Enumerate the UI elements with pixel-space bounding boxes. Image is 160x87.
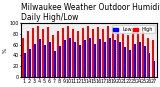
Text: Milwaukee Weather Outdoor Humidity
Daily High/Low: Milwaukee Weather Outdoor Humidity Daily… bbox=[21, 3, 160, 22]
Bar bbox=[99, 39, 101, 77]
Bar bbox=[74, 42, 76, 77]
Bar bbox=[32, 28, 34, 77]
Bar bbox=[42, 29, 44, 77]
Bar bbox=[127, 35, 129, 77]
Bar bbox=[82, 28, 84, 77]
Bar bbox=[44, 45, 46, 77]
Bar bbox=[72, 29, 74, 77]
Bar bbox=[144, 46, 145, 77]
Bar bbox=[49, 42, 51, 77]
Bar bbox=[29, 49, 31, 77]
Bar bbox=[124, 47, 126, 77]
Bar bbox=[142, 31, 144, 77]
Bar bbox=[102, 29, 104, 77]
Bar bbox=[34, 44, 36, 77]
Bar bbox=[139, 42, 140, 77]
Bar bbox=[22, 38, 24, 77]
Bar bbox=[122, 33, 124, 77]
Bar bbox=[39, 39, 41, 77]
Bar bbox=[137, 28, 139, 77]
Bar bbox=[84, 40, 86, 77]
Bar bbox=[114, 40, 116, 77]
Bar bbox=[89, 38, 91, 77]
Bar bbox=[92, 29, 94, 77]
Bar bbox=[107, 26, 109, 77]
Bar bbox=[119, 42, 121, 77]
Bar bbox=[117, 28, 119, 77]
Bar bbox=[24, 53, 26, 77]
Bar bbox=[57, 31, 59, 77]
Bar bbox=[87, 26, 89, 77]
Bar bbox=[147, 38, 149, 77]
Bar bbox=[152, 40, 154, 77]
Bar bbox=[59, 46, 61, 77]
Bar bbox=[37, 26, 39, 77]
Bar bbox=[77, 31, 79, 77]
Legend: Low, High: Low, High bbox=[112, 25, 155, 33]
Y-axis label: %: % bbox=[3, 48, 8, 53]
Bar bbox=[47, 27, 49, 77]
Bar bbox=[52, 35, 54, 77]
Bar bbox=[154, 61, 156, 77]
Bar bbox=[94, 44, 96, 77]
Bar bbox=[112, 27, 114, 77]
Bar bbox=[109, 38, 111, 77]
Bar bbox=[132, 29, 134, 77]
Bar bbox=[54, 51, 56, 77]
Bar bbox=[27, 31, 29, 77]
Bar bbox=[64, 40, 66, 77]
Bar bbox=[69, 38, 71, 77]
Bar bbox=[67, 26, 69, 77]
Bar bbox=[97, 27, 99, 77]
Bar bbox=[129, 50, 131, 77]
Bar bbox=[62, 28, 64, 77]
Bar bbox=[134, 44, 136, 77]
Bar bbox=[149, 53, 151, 77]
Bar bbox=[79, 45, 81, 77]
Bar bbox=[104, 42, 106, 77]
